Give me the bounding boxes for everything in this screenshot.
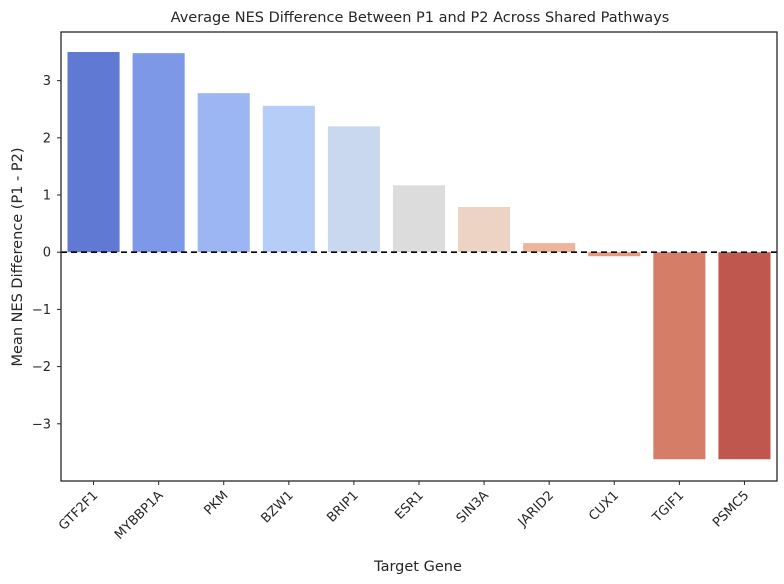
x-tick-label: CUX1 bbox=[586, 488, 622, 524]
y-tick-label: 1 bbox=[43, 189, 51, 204]
y-axis-label: Mean NES Difference (P1 - P2) bbox=[10, 147, 26, 366]
x-tick-label: SIN3A bbox=[454, 488, 492, 526]
y-tick-label: 3 bbox=[43, 74, 51, 89]
x-tick-label: BRIP1 bbox=[324, 488, 361, 525]
bar-mybbp1a bbox=[132, 53, 185, 253]
y-tick-label: 0 bbox=[43, 246, 51, 261]
y-tick-label: −3 bbox=[32, 417, 51, 432]
bar-cux1 bbox=[588, 252, 641, 257]
y-tick-label: 2 bbox=[43, 131, 51, 146]
bars-group bbox=[67, 52, 771, 460]
x-tick-label: PKM bbox=[201, 488, 231, 518]
x-axis-label: Target Gene bbox=[373, 559, 462, 575]
bar-sin3a bbox=[458, 207, 511, 253]
bar-pkm bbox=[197, 93, 250, 253]
x-tick-label: TGIF1 bbox=[649, 488, 687, 526]
x-tick-label: JARID2 bbox=[515, 488, 557, 530]
x-tick-label: GTF2F1 bbox=[56, 488, 101, 533]
x-tick-label: PSMC5 bbox=[710, 488, 752, 530]
bar-gtf2f1 bbox=[67, 52, 120, 253]
bar-jarid2 bbox=[523, 243, 576, 253]
y-axis-ticks: −3 −2 −1 0 1 2 3 bbox=[32, 74, 61, 432]
bar-esr1 bbox=[392, 185, 446, 253]
bar-tgif1 bbox=[653, 252, 706, 460]
y-tick-label: −1 bbox=[32, 303, 51, 318]
y-tick-label: −2 bbox=[32, 360, 51, 375]
bar-bzw1 bbox=[262, 105, 315, 253]
x-axis-ticks: GTF2F1 MYBBP1A PKM BZW1 BRIP1 ESR1 SIN3A JARID2… bbox=[56, 481, 752, 543]
chart-title: Average NES Difference Between P1 and P2… bbox=[171, 10, 670, 26]
bar-psmc5 bbox=[718, 252, 771, 460]
x-tick-label: ESR1 bbox=[392, 488, 426, 522]
x-tick-label: BZW1 bbox=[258, 488, 296, 526]
x-tick-label: MYBBP1A bbox=[112, 488, 167, 543]
plot-frame bbox=[60, 31, 778, 482]
bar-brip1 bbox=[327, 126, 380, 253]
